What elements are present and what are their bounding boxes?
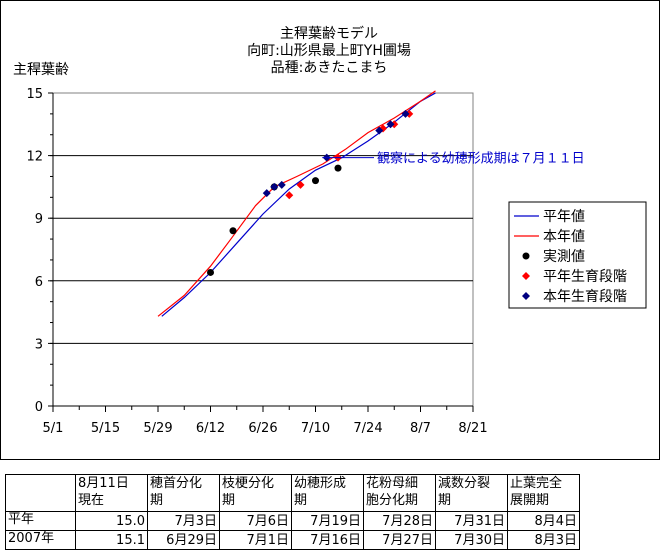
legend-swatch-circle [522,252,530,260]
y-tick-label: 12 [26,150,43,165]
legend-swatch-diamond [522,292,530,300]
header-line: 期 [150,493,164,508]
header-line: 花粉母細 [366,476,419,491]
table-header-cell: 減数分裂期 [435,474,508,512]
data-point-3 [285,191,294,200]
data-point-3 [296,180,305,189]
table-cell: 6月29日 [147,530,220,550]
y-tick-label: 0 [35,400,43,415]
data-point-4 [277,180,286,189]
x-tick-label: 8/7 [410,421,431,436]
series-line-1 [157,90,436,317]
data-point-2 [312,177,319,185]
table-header-cell: 穂首分化期 [147,474,220,512]
legend-label: 本年生育段階 [543,289,627,305]
data-point-2 [207,268,214,276]
table-cell: 15.1 [75,530,148,550]
x-tick-label: 6/12 [196,421,225,436]
table-cell: 7月1日 [219,530,292,550]
data-point-2 [334,164,342,172]
table-header-cell: 幼穂形成期 [291,474,364,512]
header-line: 期 [222,493,236,508]
x-tick-label: 6/26 [248,421,277,436]
table-header-row: 8月11日 現在 穂首分化期枝梗分化期幼穂形成期花粉母細 胞分化期 減数分裂期止葉完全展… [5,474,580,512]
header-line: 減数分裂 [438,476,491,491]
data-point-4 [262,189,271,198]
legend-swatch-diamond [522,272,530,280]
table-cell: 7月16日 [291,530,364,550]
table-row: 2007年 15.1 6月29日 7月1日 7月16日 7月27日 7月30日 8月3日 [5,530,580,550]
table-cell: 8月4日 [507,511,580,531]
table-cell: 7月3日 [147,511,220,531]
x-tick-label: 5/1 [43,421,64,436]
plot-area: 0 3 6 9 12 15 5/1 5/15 5/29 6/12 6/26 7/10 7/24 8/7 8/… [26,87,584,436]
table-cell: 7月28日 [363,511,436,531]
header-line: 現在 [78,493,105,508]
table-cell: 8月3日 [507,530,580,550]
table-header-cell [5,474,76,512]
header-line: 枝梗分化 [222,476,275,491]
data-point-4 [401,109,410,118]
data-point-2 [229,227,237,235]
y-tick-label: 9 [35,212,43,227]
table-cell: 7月30日 [435,530,508,550]
legend-label: 平年生育段階 [543,269,627,285]
chart-frame: 主稈葉齢モデル 向町:山形県最上町YH圃場 品種:あきたこまち 主稈葉齢 0 3 6… [0,0,660,460]
data-point-4 [375,126,384,135]
table-header-cell: 枝梗分化期 [219,474,292,512]
table-cell: 7月19日 [291,511,364,531]
x-tick-label: 7/10 [301,421,330,436]
x-tick-label: 8/21 [458,421,487,436]
chart-title-line-3: 品種:あきたこまち [271,60,388,76]
header-line: 期 [294,493,308,508]
y-tick-label: 15 [26,87,43,102]
x-tick-label: 7/24 [353,421,382,436]
data-point-4 [270,182,279,191]
header-line: 展開期 [510,493,550,508]
chart-title-line-1: 主稈葉齢モデル [280,25,378,42]
table-header-cell: 8月11日現在 [75,474,148,512]
row-label: 2007年 [5,530,76,550]
series-line-0 [161,92,436,317]
chart-title-line-2: 向町:山形県最上町YH圃場 [247,43,411,59]
header-line: 穂首分化 [150,476,203,491]
table-cell: 15.0 [75,511,148,531]
header-line: 胞分化期 [366,493,419,508]
legend-label: 実測値 [543,249,585,265]
table-cell: 7月31日 [435,511,508,531]
annotation-text: 観察による幼穂形成期は７月１１日 [377,152,585,167]
legend-label: 平年値 [543,209,585,225]
header-line: 幼穂形成 [294,476,347,491]
header-line: 期 [438,493,452,508]
plot-border [52,92,474,407]
legend-box [508,201,647,309]
y-tick-label: 6 [35,275,43,290]
table-header-cell: 止葉完全 展開期 [507,474,580,512]
header-line: 止葉完全 [510,476,563,491]
x-tick-label: 5/15 [91,421,120,436]
table-row: 平年 15.0 7月3日 7月6日 7月19日 7月28日 7月31日 8月4日 [5,511,580,531]
table-cell: 7月27日 [363,530,436,550]
y-axis-label: 主稈葉齢 [13,62,69,78]
data-point-4 [386,120,395,129]
header-line: 8月11日 [78,476,129,491]
growth-stage-table: 8月11日 現在 穂首分化期枝梗分化期幼穂形成期花粉母細 胞分化期 減数分裂期止葉完全展… [5,474,580,550]
table-cell: 7月6日 [219,511,292,531]
x-tick-label: 5/29 [143,421,172,436]
row-label: 平年 [5,511,76,531]
legend-label: 本年値 [543,229,585,245]
leaf-age-chart: 主稈葉齢モデル 向町:山形県最上町YH圃場 品種:あきたこまち 主稈葉齢 0 3 6… [13,25,647,436]
y-tick-label: 3 [35,337,43,352]
table-header-cell: 花粉母細 胞分化期 [363,474,436,512]
